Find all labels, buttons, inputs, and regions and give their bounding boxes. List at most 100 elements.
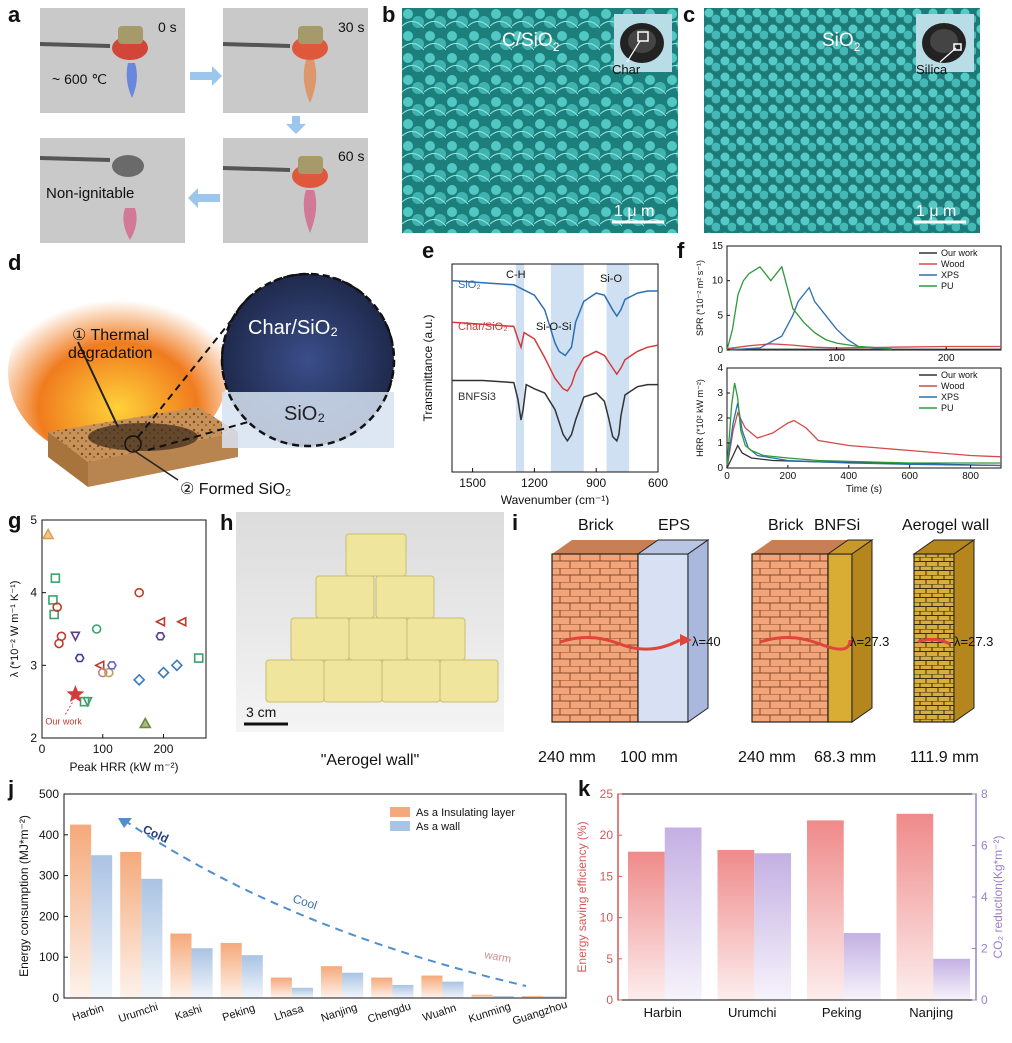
- panel-label-a: a: [8, 2, 21, 27]
- our-work-pointer: [64, 702, 73, 715]
- legend-entry: Wood: [941, 259, 964, 269]
- y-tick-label: 10: [600, 911, 614, 925]
- y-right-tick-label: 0: [981, 993, 988, 1007]
- scatter-point: [133, 673, 146, 686]
- photo-0s: [39, 8, 185, 113]
- chart-e-svg: 1500 1200 900 600 Wavenumber (cm⁻¹) Transmitt…: [421, 263, 668, 507]
- y-tick-label: 0: [717, 345, 723, 356]
- our-work-star: [66, 685, 85, 703]
- panel-label-j: j: [8, 776, 15, 801]
- panel-f-chart: 0 5 10 15 100 200 SPR (*10⁻² m² s⁻¹) Our work Wo…: [685, 240, 1007, 502]
- series-line: [726, 402, 1002, 469]
- panel-d-illustration: ① Thermal degradation ② Formed SiO₂ Char…: [8, 252, 408, 502]
- y-tick-label: 15: [600, 869, 614, 883]
- panel-label-b: b: [382, 2, 396, 27]
- trend-arrow-icon: [118, 818, 132, 828]
- x-tick-label: 600: [901, 471, 918, 482]
- our-work-label: Our work: [45, 716, 82, 726]
- series-line: [451, 321, 659, 392]
- x-tick-label: 0: [724, 471, 730, 482]
- bar: [754, 853, 791, 1000]
- bar: [521, 995, 543, 998]
- x-tick-label: 1200: [521, 476, 548, 490]
- category-label: Nanjing: [320, 1002, 359, 1025]
- panel-label-d: d: [8, 250, 22, 275]
- panel-label-f: f: [677, 238, 685, 263]
- bar: [191, 948, 213, 998]
- y-tick-label: 3: [717, 388, 723, 399]
- panel-label-g: g: [8, 508, 22, 533]
- panel-label-k: k: [578, 776, 591, 801]
- category-label: Guangzhou: [511, 999, 569, 1028]
- category-label: Harbin: [71, 1002, 106, 1023]
- header-eps: EPS: [658, 517, 690, 534]
- x-tick-label: 100: [828, 353, 845, 364]
- legend-entry: Our work: [941, 370, 978, 380]
- legend-entry: PU: [941, 281, 954, 291]
- y-tick-label: 4: [717, 363, 723, 374]
- header-brick-2: Brick: [768, 517, 805, 534]
- time-30s: 30 s: [338, 19, 364, 35]
- time-60s: 60 s: [338, 148, 364, 164]
- chart-j-svg: Harbin Urumchi Kashi Peking Lhasa Nanjing Chen…: [17, 787, 569, 1028]
- panel-a-photos: 0 s 30 s 60 s ~ 600 ℃ Non-ignitable: [39, 8, 380, 248]
- bar: [270, 977, 292, 998]
- y-tick-label: 2: [30, 731, 37, 745]
- y-tick-label: 0: [52, 991, 59, 1005]
- bar: [241, 955, 263, 998]
- scatter-point: [93, 660, 105, 671]
- x-axis-label: Peak HRR (kW m⁻²): [70, 760, 179, 774]
- y-tick-label: 0: [606, 993, 613, 1007]
- y-axis-label: HRR (*10² kW m⁻²): [695, 379, 705, 457]
- y-tick-label: 25: [600, 787, 614, 801]
- bar: [542, 996, 564, 998]
- thickness-aerogel: 111.9 mm: [910, 749, 979, 766]
- legend-entry: XPS: [941, 392, 959, 402]
- bar: [170, 933, 192, 998]
- series-label: SiO₂: [458, 279, 481, 291]
- time-0s: 0 s: [158, 19, 177, 35]
- plot-frame: [726, 245, 1002, 351]
- panel-c-svg: Silica SiO2 1 μ m: [704, 8, 980, 233]
- zoom-top-label: Char/SiO₂: [248, 317, 338, 339]
- category-label: Harbin: [644, 1005, 682, 1020]
- y-tick-label: 200: [39, 909, 59, 923]
- header-aerogel-wall: Aerogel wall: [902, 517, 989, 534]
- bar: [896, 813, 934, 1000]
- y-right-axis-label: CO₂ reduction(Kg*m⁻²): [991, 835, 1005, 958]
- bar: [392, 984, 414, 998]
- bar: [471, 994, 493, 998]
- panel-label-c: c: [683, 2, 696, 27]
- series-line: [726, 286, 892, 351]
- panel-b-svg: Char C/SiO2 1 μ m: [402, 8, 678, 233]
- y-right-tick-label: 2: [981, 942, 988, 956]
- bar: [442, 981, 464, 998]
- x-tick-label: 600: [648, 476, 668, 490]
- plot-frame: [41, 519, 207, 739]
- scatter-point: [74, 653, 85, 663]
- x-tick-label: 200: [780, 471, 797, 482]
- bar: [220, 942, 242, 998]
- x-tick-label: 100: [93, 742, 113, 756]
- scatter-point: [70, 631, 81, 643]
- panel-k-chart: Harbin Urumchi Peking Nanjing 0 5 10 15 20 25 0 2 4 6…: [574, 780, 1010, 1030]
- y-tick-label: 5: [717, 310, 723, 321]
- legend-swatch: [390, 807, 410, 817]
- panel-i-diagram: Brick EPS Brick BNFSi Aerogel wall λ=40 …: [530, 512, 1008, 777]
- scatter-point: [193, 653, 204, 663]
- scatter-point: [170, 659, 183, 672]
- step2-label: ② Formed SiO₂: [180, 481, 291, 498]
- series-label: Char/SiO₂: [458, 321, 508, 333]
- panel-c-scale: 1 μ m: [916, 203, 956, 220]
- non-ignitable-label: Non-ignitable: [46, 185, 134, 202]
- series-line: [726, 382, 1001, 469]
- y-tick-label: 400: [39, 828, 59, 842]
- scatter-point: [41, 527, 55, 540]
- legend-swatch: [390, 821, 410, 831]
- thickness-bnfsi: 68.3 mm: [814, 749, 876, 766]
- bar: [371, 977, 393, 998]
- series-line: [452, 379, 658, 443]
- bar: [321, 966, 343, 998]
- x-tick-label: 0: [39, 742, 46, 756]
